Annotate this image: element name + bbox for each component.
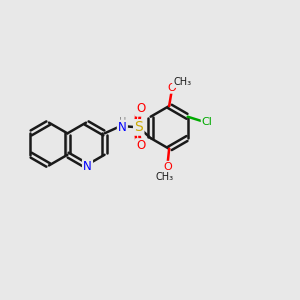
Text: N: N — [118, 121, 127, 134]
Text: S: S — [134, 120, 143, 134]
Text: O: O — [164, 162, 172, 172]
Text: O: O — [168, 82, 176, 93]
Text: H: H — [119, 117, 126, 127]
Text: N: N — [83, 160, 92, 173]
Text: CH₃: CH₃ — [173, 77, 191, 87]
Text: CH₃: CH₃ — [155, 172, 173, 182]
Text: O: O — [136, 103, 146, 116]
Text: O: O — [136, 139, 146, 152]
Text: Cl: Cl — [202, 117, 213, 127]
